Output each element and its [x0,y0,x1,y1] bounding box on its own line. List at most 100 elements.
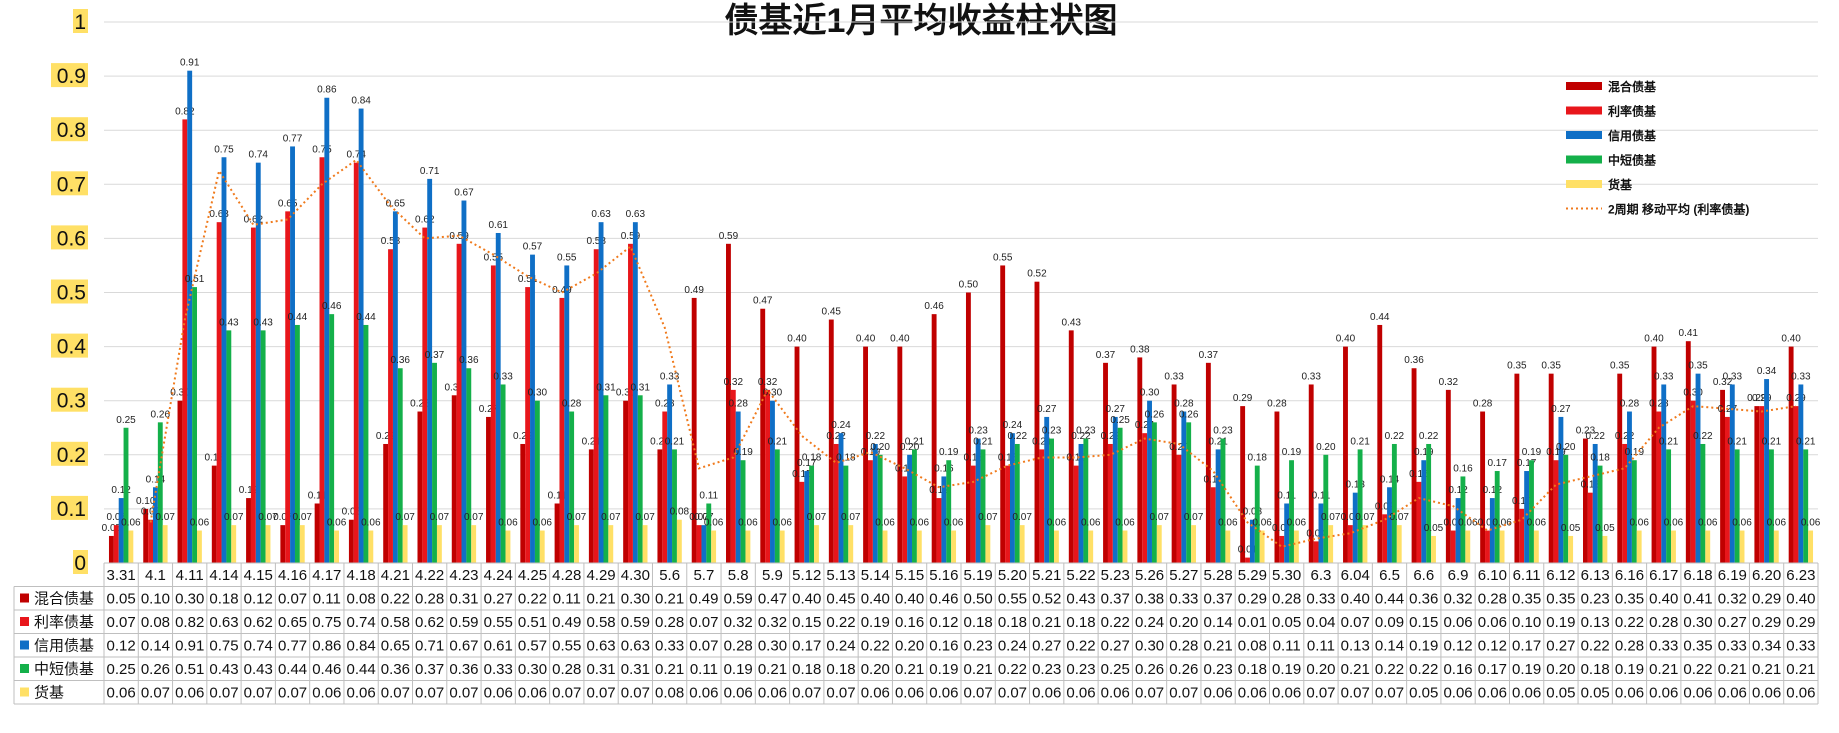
table-cell: 0.74 [244,638,273,655]
bar [294,324,300,563]
bar [280,525,286,563]
bar [902,476,908,563]
bar [1215,449,1221,563]
data-label: 0.62 [244,215,264,226]
bar [392,211,398,563]
data-label: 0.31 [596,382,616,393]
bar [1568,535,1574,563]
table-cell: 0.13 [1341,638,1370,655]
bar [1421,460,1427,563]
data-label: 0.23 [1042,426,1062,437]
x-tick-label: 4.24 [484,567,513,584]
bar [495,232,501,564]
data-label: 0.07 [258,512,278,523]
x-tick-label: 5.29 [1238,567,1267,584]
table-cell: 0.07 [998,685,1027,702]
data-label: 0.28 [562,399,582,410]
table-cell: 0.21 [758,661,787,678]
data-label: 0.06 [498,518,518,529]
table-cell: 0.37 [1101,591,1130,608]
legend-label: 2周期 移动平均 (利率债基) [1608,202,1749,217]
y-tick-label: 0.2 [57,444,86,467]
bar [779,530,785,563]
table-cell: 0.08 [346,591,375,608]
data-label: 0.06 [1458,518,1478,529]
data-label: 0.75 [214,144,234,155]
data-label: 0.12 [1448,485,1468,496]
table-cell: 0.07 [278,685,307,702]
table-cell: 0.21 [586,591,615,608]
bar [1705,530,1711,563]
bar [828,319,834,563]
x-tick-label: 4.15 [244,567,273,584]
data-label: 0.11 [699,490,718,501]
table-cell: 0.44 [1375,591,1404,608]
table-cell: 0.06 [724,685,753,702]
bar [593,249,599,563]
bar [745,530,751,563]
table-cell: 0.15 [792,614,821,631]
data-label: 0.31 [630,382,650,393]
bar [559,297,565,563]
table-cell: 0.74 [346,614,375,631]
bar [1455,498,1461,563]
bar [696,525,702,563]
table-cell: 0.06 [1512,685,1541,702]
bar [931,314,937,563]
bar [711,530,717,563]
table-cell: 0.40 [895,591,924,608]
data-label: 0.17 [797,458,817,469]
bar [662,411,668,563]
bar [598,222,604,564]
table-cell: 0.12 [1478,638,1507,655]
data-label: 0.18 [998,453,1018,464]
data-label: 0.28 [410,399,430,410]
bar [1583,438,1588,563]
bar [1254,465,1260,563]
bar [809,465,815,563]
data-label: 0.28 [655,399,675,410]
bar [417,411,423,563]
table-cell: 0.07 [586,685,615,702]
x-tick-label: 4.22 [415,567,444,584]
table-cell: 0.33 [1169,591,1198,608]
x-tick-label: 4.1 [145,567,166,584]
y-tick-highlight [51,225,88,250]
table-cell: 0.55 [998,591,1027,608]
bar [363,324,369,563]
bar [726,243,731,563]
bar [1034,281,1040,563]
table-cell: 0.19 [1409,638,1438,655]
data-label: 0.37 [425,350,445,361]
bar [1426,443,1432,563]
legend-swatch [1566,106,1602,115]
x-tick-label: 4.30 [621,567,650,584]
table-cell: 0.55 [552,638,581,655]
table-cell: 0.06 [1615,685,1644,702]
table-cell: 0.06 [312,685,341,702]
data-label: 0.63 [209,209,229,220]
x-tick-label: 6.19 [1718,567,1747,584]
data-label: 0.06 [1698,518,1718,529]
data-label: 0.19 [1625,447,1645,458]
table-cell: 0.33 [484,661,513,678]
bar [760,308,766,563]
data-label: 0.06 [1443,518,1463,529]
bar [848,525,854,563]
legend-label: 利率债基 [1608,104,1657,119]
legend-swatch [1566,155,1602,164]
data-label: 0.17 [1487,458,1507,469]
table-cell: 0.28 [1272,591,1301,608]
table-cell: 0.65 [381,638,410,655]
table-cell: 0.33 [1649,638,1678,655]
table-cell: 0.07 [415,685,444,702]
table-cell: 0.22 [1409,661,1438,678]
data-label: 0.06 [1047,518,1067,529]
data-label: 0.33 [1791,371,1811,382]
bar [1068,330,1074,563]
data-label: 0.29 [1747,393,1767,404]
bar [1289,460,1294,563]
x-tick-label: 5.15 [895,567,924,584]
table-cell: 0.13 [1581,614,1610,631]
legend-swatch [1566,180,1602,188]
